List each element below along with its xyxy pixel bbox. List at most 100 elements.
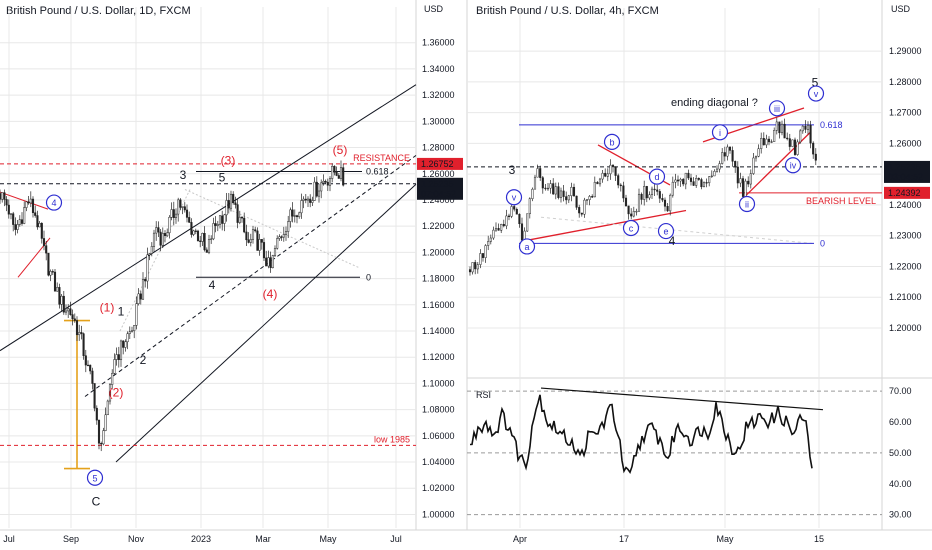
candle-body: [311, 200, 314, 203]
circled-wave-label: c: [629, 224, 634, 234]
candle-body: [284, 231, 288, 235]
candle-body: [536, 168, 539, 178]
candle-body: [240, 216, 244, 219]
candle-body: [40, 223, 43, 239]
right-4h-pane: 1.290001.280001.270001.260001.250001.240…: [467, 8, 930, 544]
candle-body: [97, 419, 101, 444]
candle-body: [258, 239, 261, 251]
candle-body: [190, 222, 193, 235]
candle-body: [192, 230, 195, 235]
candle-body: [62, 295, 65, 313]
candle-body: [18, 219, 21, 225]
candle-body: [236, 204, 239, 223]
candle-body: [306, 198, 310, 201]
candle-body: [300, 200, 303, 214]
left-daily-pane: 1.36000 1.34000 1.32000 1.30000 1.28000 1.260…: [0, 7, 463, 544]
candle-body: [84, 355, 87, 366]
candle-body: [36, 215, 39, 228]
candle-body: [788, 138, 791, 147]
candle-body: [749, 173, 752, 185]
level-label: low 1985: [374, 434, 410, 444]
left-currency-label: USD: [424, 4, 444, 14]
candle-body: [342, 167, 345, 186]
candle-body: [710, 175, 713, 177]
circled-wave-ring: [86, 469, 104, 486]
wave-label: C: [92, 494, 101, 508]
y-tick-label: 1.22000: [422, 221, 455, 231]
x-tick-label: Nov: [128, 534, 145, 544]
candle-body: [812, 142, 815, 155]
candle-body: [150, 246, 153, 254]
candle-body: [520, 223, 524, 241]
candle-body: [739, 178, 742, 184]
candle-body: [500, 223, 503, 231]
candle-body: [726, 146, 729, 157]
x-tick-label: Apr: [513, 534, 527, 544]
candle-body: [115, 354, 118, 360]
level-label: RESISTANCE: [353, 153, 410, 163]
candle-body: [225, 200, 228, 216]
circled-wave-ring: [603, 133, 621, 150]
candle-body: [243, 217, 246, 233]
candle-body: [126, 333, 129, 343]
candle-body: [741, 178, 745, 197]
candle-body: [492, 229, 495, 239]
candle-body: [170, 209, 173, 218]
price-tag-value: 1.24392: [888, 188, 921, 198]
rsi-tick-label: 70.00: [889, 386, 912, 396]
candle-body: [128, 331, 131, 334]
y-tick-label: 1.24000: [422, 195, 455, 205]
candle-body: [38, 223, 41, 228]
wave-label: (4): [263, 287, 278, 301]
candle-body: [689, 177, 693, 182]
candle-body: [617, 175, 620, 186]
candle-body: [166, 232, 169, 237]
candle-body: [196, 230, 200, 242]
candle-body: [212, 223, 215, 240]
channel-line: [115, 183, 417, 463]
candle-body: [95, 407, 98, 421]
candle-body: [9, 213, 13, 215]
candle-body: [643, 186, 646, 200]
candle-body: [1, 192, 4, 200]
candle-body: [49, 271, 52, 276]
rsi-line: [469, 394, 813, 475]
candle-body: [728, 146, 732, 151]
candle-body: [572, 186, 576, 197]
candle-body: [780, 123, 784, 134]
candle-body: [619, 184, 622, 187]
candle-body: [552, 183, 555, 195]
candle-body: [513, 206, 516, 210]
candle-body: [104, 414, 107, 431]
candle-body: [471, 262, 474, 273]
candle-body: [682, 179, 685, 185]
candle-body: [201, 233, 204, 242]
candle-body: [256, 230, 259, 251]
candle-body: [526, 213, 529, 232]
x-tick-label: May: [319, 534, 337, 544]
y-tick-label: 1.02000: [422, 483, 455, 493]
candle-body: [632, 211, 635, 217]
candle-body: [207, 239, 211, 253]
candle-body: [89, 364, 92, 372]
circled-wave-ring: [807, 85, 825, 102]
candle-body: [93, 383, 96, 409]
candle-body: [163, 233, 167, 237]
candle-body: [135, 303, 138, 326]
candle-body: [337, 175, 340, 179]
candle-body: [757, 148, 760, 157]
candle-body: [34, 212, 37, 216]
candle-body: [637, 193, 641, 212]
candle-body: [775, 121, 778, 131]
y-tick-label: 1.12000: [422, 352, 455, 362]
candle-body: [481, 253, 485, 258]
candle-body: [328, 178, 332, 186]
candle-body: [549, 183, 552, 189]
candle-body: [7, 204, 10, 215]
candle-body: [287, 221, 290, 232]
candle-body: [814, 153, 817, 161]
candle-body: [695, 178, 698, 186]
y-tick-label: 1.32000: [422, 90, 455, 100]
